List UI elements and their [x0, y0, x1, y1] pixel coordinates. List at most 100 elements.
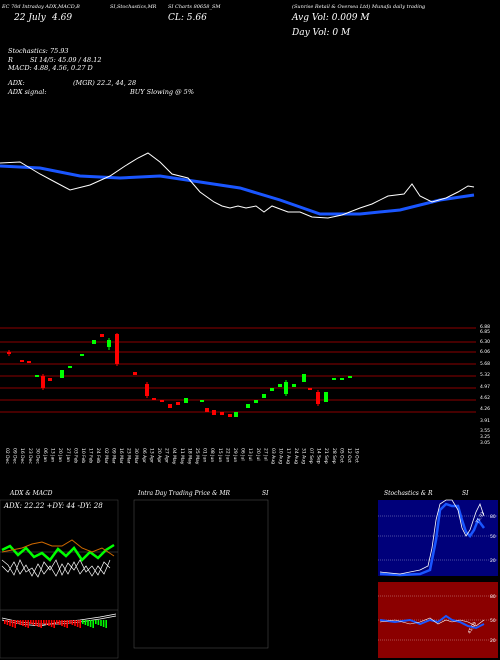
macd-bar	[87, 620, 89, 626]
date-tick: 02 Mar	[103, 448, 109, 464]
adx-readout: ADX: 22.22 +DY: 44 -DY: 28	[4, 502, 103, 510]
macd-bar	[97, 620, 100, 625]
header-col-3: SI Charts 80658_SM	[168, 4, 221, 10]
candle	[100, 334, 104, 337]
intraday-title: Intra Day Trading Price & MR	[138, 490, 231, 497]
date-axis: 02 Dec 09 Dec 16 Dec 23 Dec 30 Dec 06 Jan 13 J…	[4, 448, 360, 465]
adx-macd-title: ADX & MACD	[10, 490, 53, 497]
quote-close: CL: 5.66	[168, 13, 207, 23]
price-tick: 6.88	[480, 324, 490, 330]
candle	[316, 392, 320, 404]
macd-bar	[24, 620, 27, 627]
price-line	[0, 152, 475, 219]
macd-bar	[61, 620, 63, 626]
date-tick: 06 Jul	[240, 448, 246, 461]
header-col-4: (Sunrise Retail & Oversea Ltd) Munafa da…	[292, 4, 426, 10]
macd-bar	[6, 620, 9, 625]
date-tick: 01 Jun	[202, 448, 208, 462]
macd-bar	[74, 620, 76, 626]
adx-signal-label: ADX signal:	[8, 88, 47, 96]
macd-bar	[63, 620, 66, 627]
candle	[115, 334, 119, 364]
candle	[176, 402, 180, 405]
price-tick: 5.68	[480, 361, 490, 367]
macd-bar	[95, 620, 97, 624]
candle	[92, 340, 96, 344]
quote-date: 22 July	[14, 13, 46, 23]
macd-bar	[100, 620, 102, 626]
candle	[324, 392, 328, 402]
rsi-line	[379, 614, 485, 630]
macd-bar	[53, 620, 55, 628]
day-volume: Day Vol: 0 M	[292, 28, 351, 38]
candle	[68, 366, 72, 368]
candle	[284, 382, 288, 394]
date-tick: 23 Mar	[126, 448, 132, 464]
date-tick: 24 Feb	[95, 448, 101, 463]
candle	[200, 400, 204, 402]
adx-minus-line	[1, 539, 115, 557]
candle	[27, 361, 31, 363]
date-tick: 21 Sep	[323, 448, 329, 464]
macd-bar	[105, 620, 107, 628]
price-tick: 3.05	[480, 440, 490, 446]
date-tick: 05 Oct	[338, 448, 344, 463]
rsi-tick: 80	[490, 594, 496, 600]
candle	[152, 398, 156, 400]
candles	[7, 333, 352, 417]
date-tick: 27 Apr	[164, 448, 170, 463]
macd-bar	[17, 620, 19, 624]
rsi-tick: 50	[490, 618, 496, 624]
quote-open: 4.69	[52, 13, 73, 23]
date-tick: 06 Jan	[42, 448, 48, 462]
price-tick: 5.32	[480, 372, 490, 378]
rsi-tick: 20	[490, 638, 496, 644]
date-tick: 13 Jan	[50, 448, 56, 462]
macd-bar	[50, 620, 53, 627]
candle	[80, 354, 84, 356]
date-tick: 16 Mar	[118, 448, 124, 464]
buy-signal: BUY Slowing @ 5%	[130, 88, 194, 96]
macd-bar	[71, 620, 74, 625]
date-tick: 17 Feb	[88, 448, 94, 463]
date-tick: 03 Aug	[270, 448, 276, 464]
date-tick: 15 Jun	[217, 448, 223, 462]
date-tick: 12 Oct	[346, 448, 352, 463]
date-tick: 25 May	[194, 448, 200, 465]
macd-bar	[4, 620, 6, 624]
candle	[292, 384, 296, 387]
date-tick: 08 Jun	[209, 448, 215, 462]
stoch-tick: 50	[490, 534, 496, 540]
date-tick: 31 Aug	[300, 448, 306, 464]
stoch-value-label: 75.93	[475, 511, 487, 525]
date-tick: 19 Oct	[354, 448, 360, 463]
macd-bar	[43, 620, 45, 624]
price-tick: 6.30	[480, 339, 490, 345]
candle	[145, 384, 149, 396]
candle	[205, 408, 209, 412]
candle	[302, 374, 306, 382]
macd-bar	[84, 620, 87, 625]
macd-bar	[58, 620, 61, 625]
adx-macd-panel	[0, 499, 119, 659]
date-tick: 14 Sep	[316, 448, 322, 464]
date-tick: 18 May	[186, 448, 192, 465]
candle	[20, 360, 24, 362]
candle	[41, 376, 45, 388]
stochastic-k-line	[379, 502, 485, 577]
macd-bar	[45, 620, 48, 625]
header-col-1: EC 70d Intraday ADX,MACD,B	[2, 4, 80, 10]
date-tick: 27 Jan	[65, 448, 71, 462]
macd-bar	[22, 620, 24, 626]
candle	[278, 384, 282, 387]
candle	[228, 414, 232, 417]
candle-grid	[0, 327, 476, 413]
candle	[234, 412, 238, 417]
date-tick: 20 Apr	[156, 448, 162, 463]
macd-bar	[19, 620, 22, 625]
rsi-signal-line	[379, 617, 485, 627]
intraday-title-si: SI	[262, 490, 269, 497]
avg-volume: Avg Vol: 0.009 M	[292, 13, 370, 23]
date-tick: 28 Sep	[331, 448, 337, 464]
